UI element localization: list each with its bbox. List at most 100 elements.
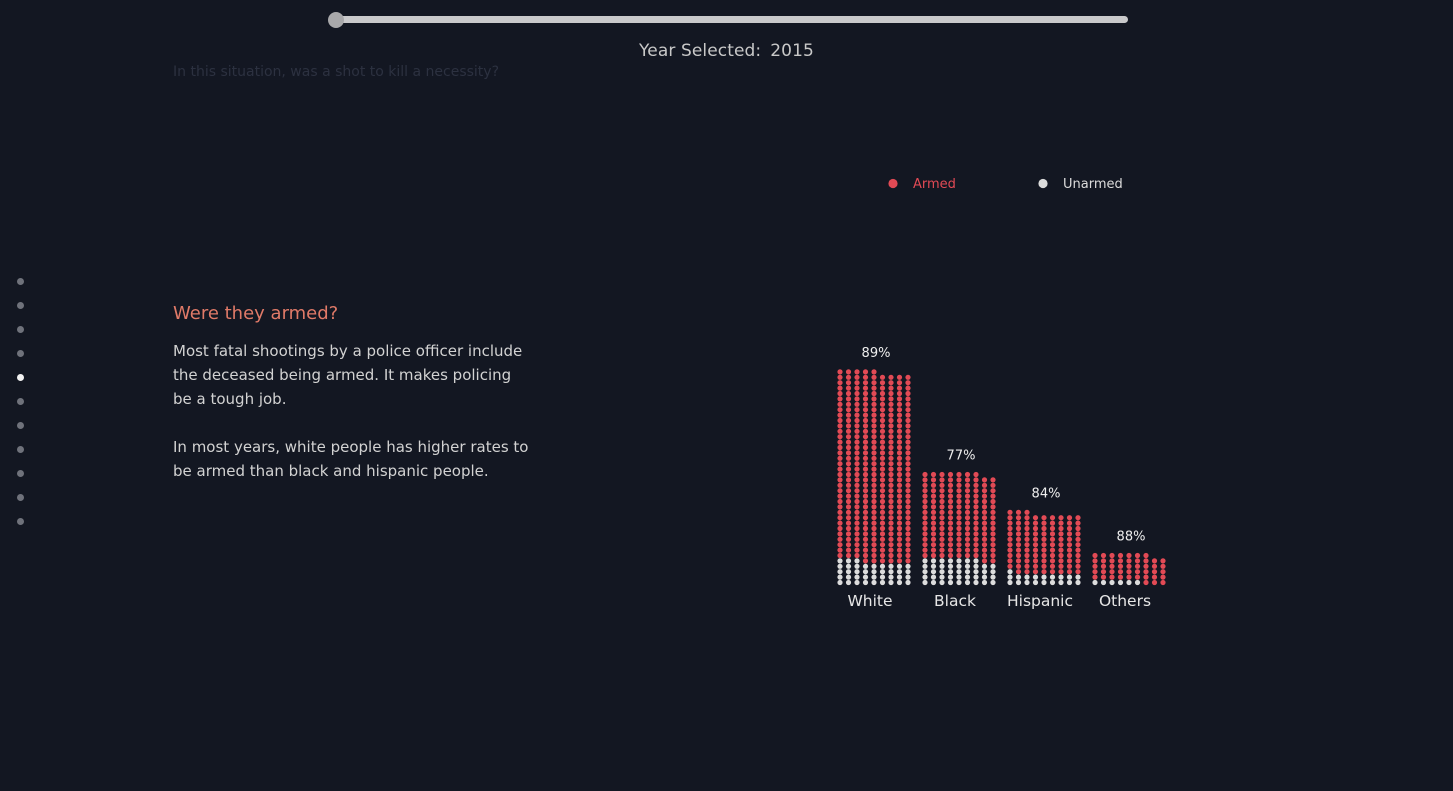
percent-label-white: 89% [862,346,891,361]
armed-dot [1151,579,1158,586]
armed-dot [854,477,860,483]
armed-dot [905,417,911,424]
armed-dot [1032,525,1039,532]
armed-dot [888,455,894,461]
armed-dot [922,509,928,515]
armed-dot [905,461,911,467]
step-dot-11[interactable] [17,518,24,525]
step-dot-1[interactable] [17,278,24,285]
armed-dot [1032,515,1039,521]
armed-dot [862,498,869,505]
armed-dot [1049,563,1056,569]
step-dot-3[interactable] [17,326,24,333]
armed-dot [1058,536,1064,542]
armed-dot [845,461,852,467]
armed-dot [1100,569,1107,575]
armed-dot [896,444,903,451]
armed-dot [939,488,945,494]
armed-dot [905,542,911,548]
armed-dot [845,466,852,472]
unarmed-dot [896,569,903,575]
armed-dot [973,477,979,483]
year-slider-track[interactable] [336,16,1128,23]
armed-dot [854,385,860,391]
step-dot-5[interactable] [17,374,24,381]
armed-dot [879,417,886,424]
armed-dot [1041,531,1047,537]
unarmed-dot [939,563,945,569]
armed-dot [862,434,869,440]
armed-dot [1075,558,1081,564]
armed-dot [939,515,945,521]
category-label-others: Others [1099,592,1151,610]
armed-dot [973,488,979,494]
armed-dot [1007,531,1013,537]
armed-dot [837,369,843,375]
armed-dot [1066,525,1073,532]
armed-dot [1100,552,1107,559]
armed-dot [1007,525,1013,532]
unarmed-dot [1007,569,1013,575]
armed-dot [1058,520,1064,526]
step-dot-4[interactable] [17,350,24,357]
unarmed-dot [845,579,852,586]
armed-dot [964,498,971,505]
unarmed-dot [879,574,886,580]
category-label-hispanic: Hispanic [1007,592,1073,610]
armed-dot [862,547,869,553]
armed-dot [1024,536,1030,542]
armed-dot [1092,563,1098,569]
armed-dot [879,536,886,542]
unarmed-dot [888,574,894,580]
step-dot-10[interactable] [17,494,24,501]
armed-dot [964,547,971,553]
armed-dot [922,542,928,548]
unarmed-dot [837,558,843,564]
armed-dot [1049,569,1056,575]
armed-dot [981,536,988,542]
armed-dot [947,509,954,515]
armed-dot [845,520,852,526]
armed-dot [854,390,860,397]
armed-dot [973,552,979,559]
armed-dot [1066,552,1073,559]
armed-dot [922,525,928,532]
unarmed-dot [905,563,911,569]
armed-dot [888,412,894,418]
armed-dot [973,482,979,488]
armed-dot [905,498,911,505]
armed-dot [956,498,962,505]
armed-dot [1075,552,1081,559]
step-dot-8[interactable] [17,446,24,453]
armed-dot [888,471,894,478]
unarmed-dot [854,563,860,569]
armed-dot [1066,531,1073,537]
step-dot-6[interactable] [17,398,24,405]
chart-groups: 89% White 77% Black 84% Hispanic 88% Others [837,346,1166,610]
armed-dot [905,509,911,515]
unarmed-dot [990,563,996,569]
armed-dot [871,515,877,521]
unarmed-dot [1041,579,1047,586]
step-dot-9[interactable] [17,470,24,477]
armed-dot [888,547,894,553]
armed-dot [854,455,860,461]
armed-dot [981,520,988,526]
armed-dot [888,428,894,434]
armed-dot [1049,542,1056,548]
armed-dot [1066,536,1073,542]
armed-dot [845,385,852,391]
armed-dot [964,482,971,488]
armed-dot [964,488,971,494]
year-slider-thumb[interactable] [328,12,344,28]
armed-dot [1049,558,1056,564]
armed-dot [862,515,869,521]
armed-dot [896,488,903,494]
armed-dot [930,471,937,478]
armed-dot [871,380,877,386]
armed-dot [905,455,911,461]
armed-dot [854,515,860,521]
step-dot-2[interactable] [17,302,24,309]
step-dot-7[interactable] [17,422,24,429]
armed-dot [990,488,996,494]
